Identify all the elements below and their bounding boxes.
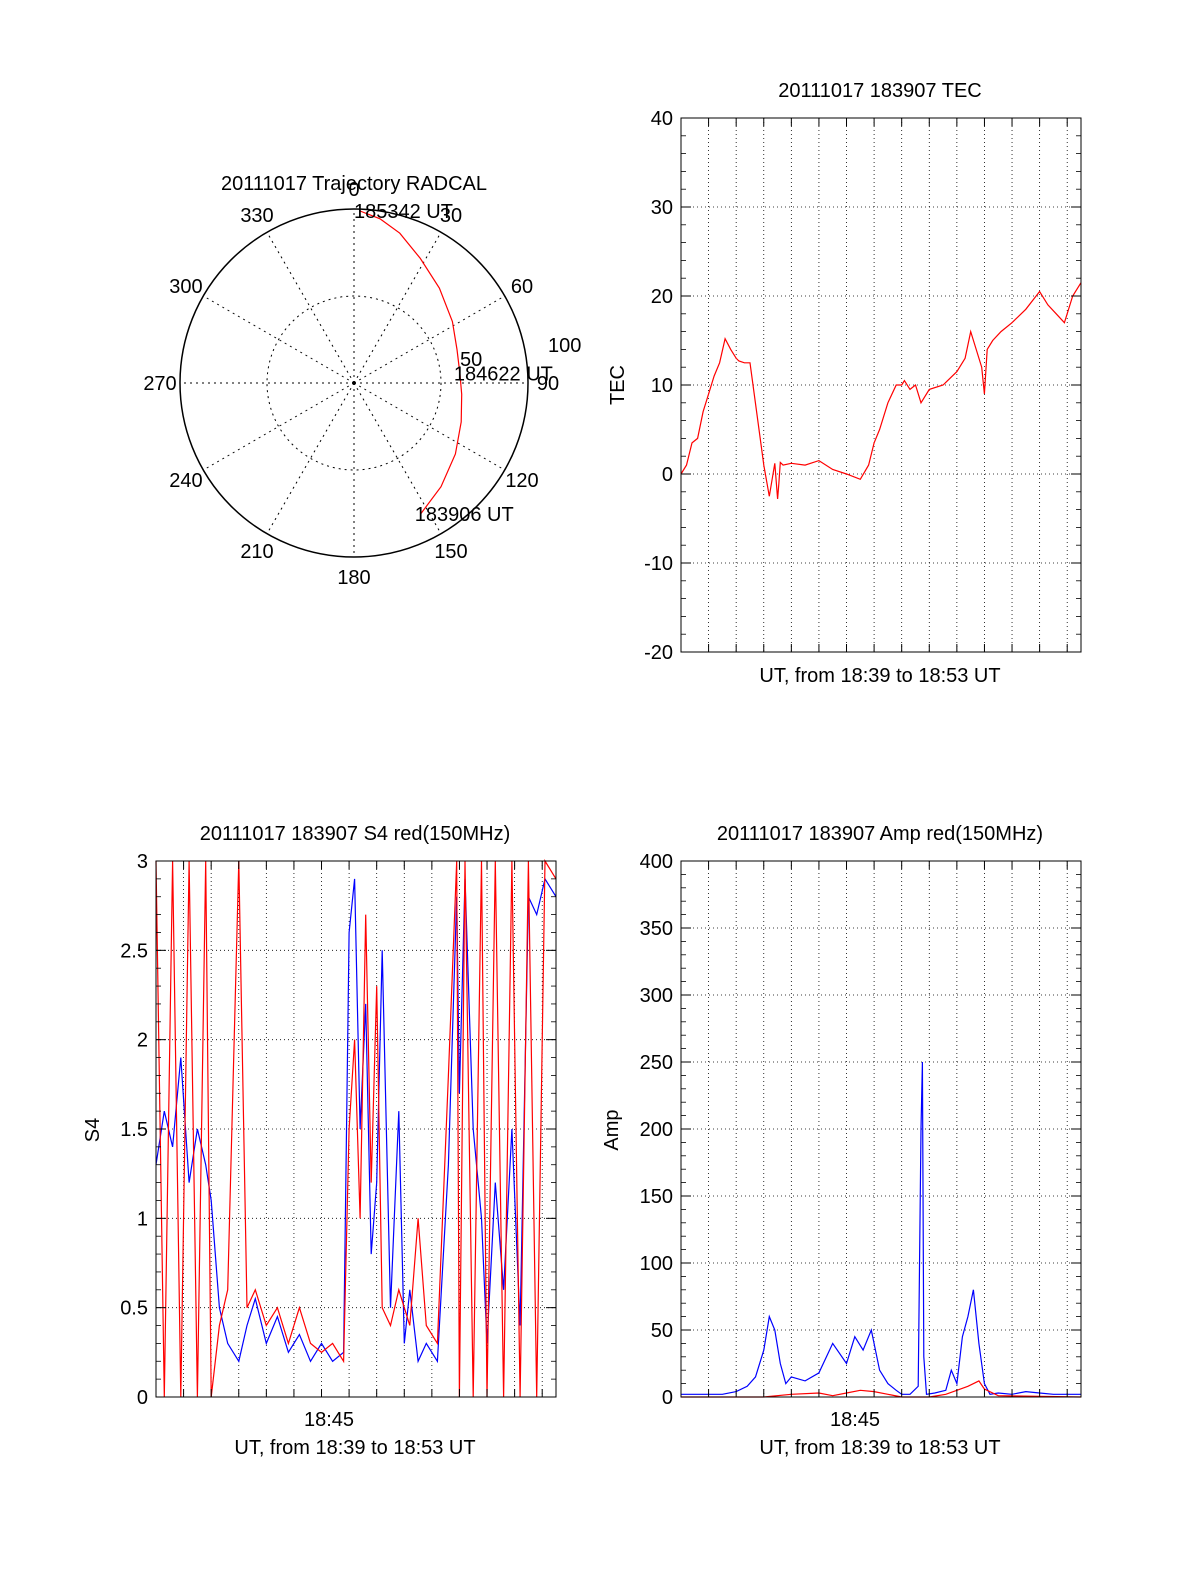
polar-spoke-300	[203, 295, 355, 384]
polar-title: 20111017 Trajectory RADCAL	[221, 173, 487, 195]
amp-ytick-label: 250	[640, 1052, 673, 1074]
polar-spoke-120	[353, 382, 505, 471]
polar-spoke-240	[203, 382, 355, 471]
amp-ytick-label: 100	[640, 1253, 673, 1275]
polar-angle-label-30: 30	[440, 205, 462, 227]
amp-grid	[681, 861, 1081, 1397]
polar-spokes	[180, 209, 528, 557]
s4-series-red-line	[155, 858, 557, 1398]
polar-angle-label-300: 300	[169, 276, 202, 298]
s4-ylabel: S4	[82, 1118, 104, 1142]
tec-ytick-label: -20	[644, 642, 673, 664]
amp-ytick-labels: 0 50 100 150 200 250 300 350 400	[640, 851, 673, 1409]
s4-title: 20111017 183907 S4 red(150MHz)	[200, 823, 511, 845]
polar-spoke-150	[353, 382, 442, 534]
polar-panel: 20111017 Trajectory RADCAL 0 30 60 90 120 150…	[143, 173, 581, 589]
polar-angle-label-0: 0	[348, 179, 359, 201]
amp-xlabel: UT, from 18:39 to 18:53 UT	[759, 1437, 1000, 1459]
polar-angle-label-210: 210	[240, 541, 273, 563]
tec-ytick-label: 40	[651, 108, 673, 130]
amp-series-blue-line	[681, 1061, 1081, 1395]
polar-time-label: 183906 UT	[415, 504, 514, 526]
s4-xtick-label: 18:45	[304, 1409, 354, 1431]
tec-ticks	[681, 117, 1081, 653]
polar-outer-circle	[179, 208, 529, 558]
polar-angle-label-240: 240	[169, 470, 202, 492]
polar-angle-label-90: 90	[537, 373, 559, 395]
amp-ytick-label: 150	[640, 1186, 673, 1208]
s4-series-blue-line	[155, 877, 557, 1364]
polar-angle-label-330: 330	[240, 205, 273, 227]
tec-ytick-label: -10	[644, 553, 673, 575]
amp-ylabel: Amp	[601, 1109, 623, 1150]
polar-angle-label-120: 120	[505, 470, 538, 492]
amp-ytick-label: 200	[640, 1119, 673, 1141]
amp-ytick-label: 300	[640, 985, 673, 1007]
polar-angle-label-60: 60	[511, 276, 533, 298]
amp-title: 20111017 183907 Amp red(150MHz)	[717, 823, 1043, 845]
amp-ytick-label: 50	[651, 1320, 673, 1342]
polar-radius-label-50: 50	[460, 349, 482, 371]
polar-spoke-330	[266, 232, 355, 384]
amp-panel: 20111017 183907 Amp red(150MHz) 0 50 100 15…	[601, 823, 1082, 1459]
tec-ylabel: TEC	[607, 365, 629, 405]
tec-ytick-label: 10	[651, 375, 673, 397]
amp-series-red-line	[681, 1380, 1082, 1398]
s4-ytick-label: 1.5	[120, 1119, 148, 1141]
tec-series	[680, 282, 1082, 499]
s4-ytick-label: 1	[137, 1208, 148, 1230]
polar-angle-label-270: 270	[143, 373, 176, 395]
s4-ytick-label: 0.5	[120, 1298, 148, 1320]
polar-spoke-210	[266, 382, 355, 534]
polar-radius-label-100: 100	[548, 335, 581, 357]
polar-spoke-30	[353, 232, 442, 384]
polar-angle-label-180: 180	[337, 567, 370, 589]
polar-trajectory-line	[359, 210, 463, 515]
polar-spoke-60	[353, 295, 505, 384]
s4-panel: 20111017 183907 S4 red(150MHz) 0 0.5 1 1.5 2…	[82, 823, 557, 1459]
s4-series	[155, 858, 557, 1398]
amp-xtick-label: 18:45	[830, 1409, 880, 1431]
tec-grid	[681, 118, 1081, 652]
s4-ytick-labels: 0 0.5 1 1.5 2 2.5 3	[120, 851, 148, 1409]
s4-ytick-label: 0	[137, 1387, 148, 1409]
tec-ytick-label: 20	[651, 286, 673, 308]
polar-time-label: 184622 UT	[454, 364, 553, 386]
tec-ytick-label: 30	[651, 197, 673, 219]
amp-ytick-label: 350	[640, 918, 673, 940]
tec-series-red-line	[680, 282, 1082, 499]
tec-xlabel: UT, from 18:39 to 18:53 UT	[759, 665, 1000, 687]
amp-series	[681, 1061, 1082, 1398]
tec-ytick-label: 0	[662, 464, 673, 486]
polar-track	[359, 210, 463, 515]
amp-ytick-label: 400	[640, 851, 673, 873]
polar-angle-label-150: 150	[434, 541, 467, 563]
polar-inner-circle	[266, 295, 442, 471]
polar-angle-labels: 0 30 60 90 120 150 180 210 240 270 300 330	[143, 179, 559, 589]
tec-ytick-labels: -20 -10 0 10 20 30 40	[644, 108, 673, 664]
polar-track-labels: 183906 UT 184622 UT 185342 UT	[354, 201, 553, 526]
s4-ytick-label: 3	[137, 851, 148, 873]
s4-xlabel: UT, from 18:39 to 18:53 UT	[234, 1437, 475, 1459]
s4-ticks	[156, 860, 556, 1398]
amp-ytick-label: 0	[662, 1387, 673, 1409]
s4-ytick-label: 2.5	[120, 940, 148, 962]
tec-title: 20111017 183907 TEC	[778, 80, 982, 102]
amp-ticks	[681, 860, 1081, 1398]
s4-ytick-label: 2	[137, 1030, 148, 1052]
polar-time-label: 185342 UT	[354, 201, 453, 223]
